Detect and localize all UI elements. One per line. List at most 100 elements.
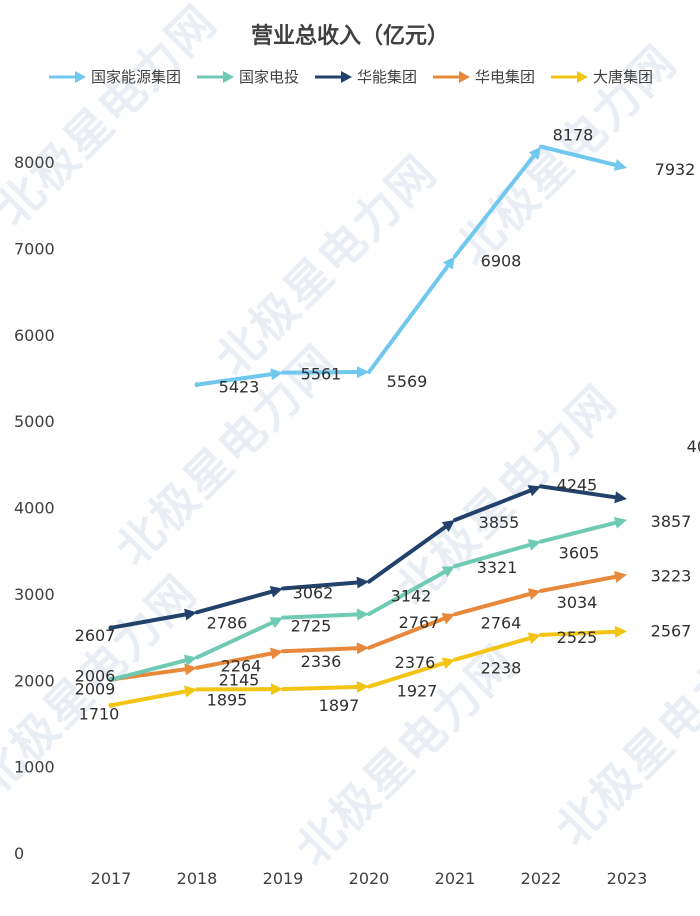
series-point-arrow [356, 608, 369, 621]
data-label: 2145 [219, 671, 260, 690]
data-label: 5569 [387, 372, 428, 391]
x-tick-label: 2022 [521, 869, 562, 888]
data-label: 3062 [293, 584, 334, 603]
y-tick-label: 1000 [14, 758, 55, 777]
series-point-arrow [270, 647, 283, 660]
data-label: 2567 [651, 621, 692, 640]
series-segment [195, 372, 276, 387]
legend-item: 大唐集团 [549, 66, 653, 87]
y-tick-label: 0 [14, 844, 24, 863]
series-point [194, 382, 200, 388]
data-label: 1895 [207, 690, 248, 709]
series-segment [281, 646, 362, 654]
series-point-arrow [441, 520, 455, 532]
series-point-arrow [356, 642, 369, 655]
data-label: 2786 [207, 613, 248, 632]
series-segment [453, 542, 534, 569]
series-segment [367, 523, 449, 584]
legend-label: 华能集团 [356, 68, 417, 86]
data-label: 3855 [479, 513, 520, 532]
series-point-arrow [614, 570, 627, 583]
data-label: 2525 [557, 628, 598, 647]
series-point-arrow [441, 657, 455, 669]
series-point-arrow [269, 585, 283, 598]
y-tick-label: 4000 [14, 499, 55, 518]
series-point-arrow [527, 539, 541, 551]
x-tick-label: 2023 [607, 869, 648, 888]
data-label: 3321 [477, 558, 518, 577]
data-label: 1927 [397, 682, 438, 701]
legend-label: 国家电投 [238, 68, 299, 86]
legend-label: 大唐集团 [593, 68, 654, 86]
series-segment [281, 684, 362, 692]
series-segment [539, 574, 620, 593]
data-label: 1897 [319, 696, 360, 715]
series-segment [367, 660, 448, 689]
legend-item: 国家电投 [195, 66, 299, 87]
x-tick-label: 2021 [435, 869, 476, 888]
series-segment [453, 152, 537, 259]
series-point [108, 677, 114, 683]
data-label: 2607 [75, 626, 116, 645]
y-tick-label: 8000 [14, 153, 55, 172]
y-tick-label: 3000 [14, 585, 55, 604]
series-point-arrow [184, 685, 197, 698]
data-label: 3142 [391, 587, 432, 606]
series-point-arrow [441, 613, 455, 625]
series-segment [281, 580, 362, 591]
series-segment [367, 262, 452, 374]
y-tick-label: 7000 [14, 239, 55, 258]
y-tick-label: 5000 [14, 412, 55, 431]
data-label: 3857 [651, 512, 692, 531]
series-segment [453, 591, 534, 617]
data-label: 7932 [655, 160, 696, 179]
series-point-arrow [527, 588, 541, 600]
series-segment [539, 144, 620, 168]
legend-label: 国家能源集团 [90, 68, 181, 86]
series-segment [195, 589, 276, 615]
x-tick-label: 2020 [349, 869, 390, 888]
series-point-arrow [184, 608, 197, 621]
legend-arrow-icon [551, 70, 589, 83]
series-segment [453, 487, 534, 523]
chart-title: 营业总收入（亿元） [250, 24, 449, 49]
data-label: 2238 [481, 659, 522, 678]
data-label: 6908 [481, 251, 522, 270]
series-point-arrow [614, 491, 627, 504]
data-label: 3034 [557, 593, 598, 612]
data-label: 2264 [221, 656, 262, 675]
data-label: 3605 [559, 544, 600, 563]
data-label: 2725 [291, 617, 332, 636]
series-point-arrow [443, 256, 455, 270]
legend-item: 华能集团 [313, 66, 417, 87]
data-label: 2336 [301, 652, 342, 671]
series-point-arrow [269, 617, 283, 629]
x-tick-label: 2017 [91, 869, 132, 888]
data-label: 3223 [651, 567, 692, 586]
series-segment [367, 569, 449, 617]
series-segment [109, 657, 190, 682]
series-point-arrow [613, 159, 627, 171]
series-point-arrow [527, 485, 541, 497]
legend-item: 华电集团 [431, 66, 535, 87]
series-point-arrow [270, 683, 283, 696]
series-segment [195, 619, 276, 660]
series-point-arrow [528, 146, 541, 160]
series-point [108, 625, 114, 631]
series-segment [109, 612, 190, 630]
data-label: 5423 [219, 378, 260, 397]
series-segment [539, 629, 620, 637]
series-point-arrow [527, 632, 541, 644]
legend-item: 国家能源集团 [47, 66, 181, 87]
data-label: 2767 [399, 613, 440, 632]
series-segment [109, 689, 190, 708]
series-point-arrow [356, 366, 369, 379]
data-label: 2009 [75, 679, 116, 698]
data-label: 1710 [79, 704, 120, 723]
series-point [108, 702, 114, 708]
data-label: 5561 [301, 365, 342, 384]
data-label: 2006 [75, 667, 116, 686]
series-point-arrow [441, 566, 455, 578]
series-point-arrow [356, 680, 369, 693]
